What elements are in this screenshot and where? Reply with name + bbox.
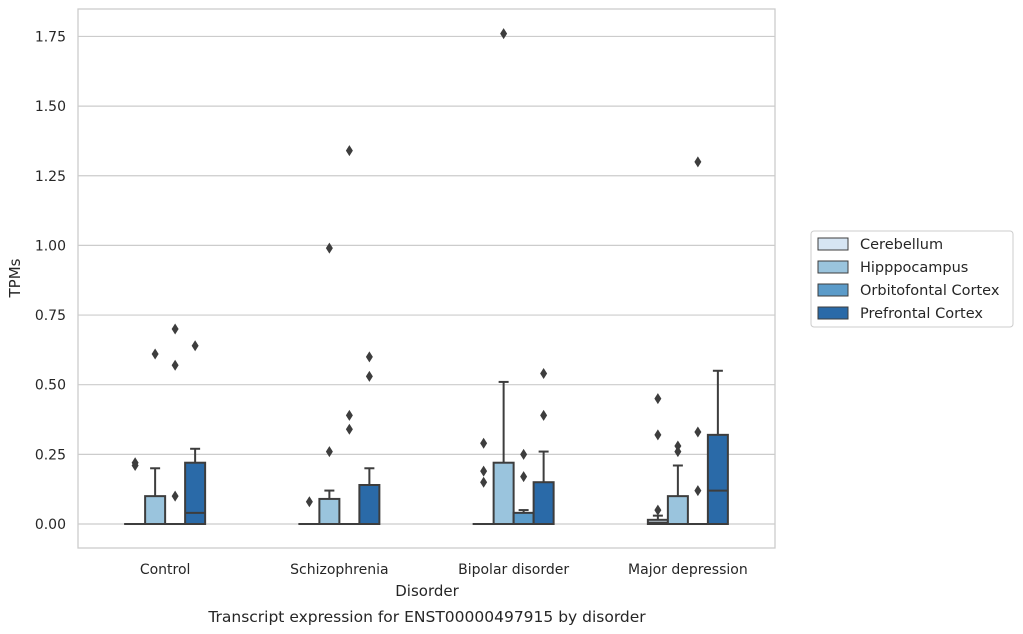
x-tick-label: Control xyxy=(140,562,191,578)
outlier-point xyxy=(654,429,662,441)
box-prefrontal-cortex xyxy=(358,351,381,526)
box-marks xyxy=(124,28,729,526)
outlier-point xyxy=(674,446,682,458)
box-cerebellum xyxy=(646,393,669,525)
y-tick-label: 1.25 xyxy=(35,169,66,185)
outlier-point xyxy=(171,323,179,335)
box-body xyxy=(706,433,729,525)
box-prefrontal-cortex xyxy=(184,340,207,526)
legend-swatch xyxy=(817,306,849,320)
outlier-point xyxy=(540,368,548,380)
outlier-point xyxy=(345,423,353,435)
gridlines xyxy=(78,35,775,525)
box-orbitofontal-cortex xyxy=(164,323,187,526)
y-tick-label: 0.50 xyxy=(35,378,66,394)
outlier-point xyxy=(131,459,139,471)
box-hipppocampus xyxy=(492,28,515,526)
outlier-point xyxy=(171,359,179,371)
outlier-point xyxy=(365,370,373,382)
outlier-point xyxy=(325,242,333,254)
outlier-point xyxy=(305,496,313,508)
legend-label: Cerebellum xyxy=(860,237,943,253)
box-body xyxy=(358,483,381,526)
box-hipppocampus xyxy=(318,242,341,525)
y-tick-label: 1.50 xyxy=(35,99,66,115)
box-cerebellum xyxy=(298,496,321,526)
box-orbitofontal-cortex xyxy=(338,145,361,526)
legend-swatch xyxy=(817,237,849,251)
y-tick-labels: 0.00 0.25 0.50 0.75 1.00 1.25 1.50 1.75 xyxy=(35,29,66,533)
outlier-point xyxy=(325,446,333,458)
y-tick-label: 0.25 xyxy=(35,447,66,463)
x-tick-label: Schizophrenia xyxy=(290,562,388,578)
outlier-point xyxy=(694,485,702,497)
legend-label: Prefrontal Cortex xyxy=(860,306,983,322)
y-tick-label: 0.00 xyxy=(35,517,66,533)
outlier-point xyxy=(694,156,702,168)
outlier-point xyxy=(520,471,528,483)
box-body xyxy=(666,495,689,526)
legend-label: Orbitofontal Cortex xyxy=(860,283,1000,299)
legend: Cerebellum Hipppocampus Orbitofontal Corte… xyxy=(810,230,1014,328)
outlier-point xyxy=(171,490,179,502)
outlier-point xyxy=(520,448,528,460)
box-orbitofontal-cortex xyxy=(686,156,709,526)
outlier-point xyxy=(151,348,159,360)
legend-label: Hipppocampus xyxy=(860,260,968,276)
outlier-point xyxy=(674,440,682,452)
outlier-point xyxy=(191,340,199,352)
y-tick-label: 0.75 xyxy=(35,308,66,324)
box-body xyxy=(532,481,555,525)
box-cerebellum xyxy=(124,457,147,526)
x-tick-labels: Control Schizophrenia Bipolar disorder Majo… xyxy=(140,562,748,578)
x-axis-title: Disorder xyxy=(395,582,459,600)
outlier-point xyxy=(540,409,548,421)
box-prefrontal-cortex xyxy=(532,368,555,525)
outlier-point xyxy=(480,465,488,477)
plot-area-frame xyxy=(77,8,776,549)
box-cerebellum xyxy=(472,437,495,526)
box-body xyxy=(184,461,207,526)
outlier-point xyxy=(365,351,373,363)
box-body xyxy=(318,497,341,525)
outlier-point xyxy=(694,426,702,438)
box-hipppocampus xyxy=(144,348,167,526)
outlier-point xyxy=(654,393,662,405)
box-body xyxy=(492,461,515,526)
box-prefrontal-cortex xyxy=(706,369,729,525)
outlier-point xyxy=(480,476,488,488)
y-tick-label: 1.00 xyxy=(35,238,66,254)
outlier-point xyxy=(480,437,488,449)
legend-swatch xyxy=(817,283,849,297)
legend-box xyxy=(810,230,1014,328)
y-axis-title: TPMs xyxy=(6,258,24,298)
box-body xyxy=(512,511,535,526)
outlier-point xyxy=(500,28,508,40)
x-tick-label: Bipolar disorder xyxy=(458,562,569,578)
box-orbitofontal-cortex xyxy=(512,448,535,526)
outlier-point xyxy=(345,145,353,157)
box-hipppocampus xyxy=(666,440,689,526)
box-body xyxy=(144,495,167,526)
outlier-point xyxy=(345,409,353,421)
legend-swatch xyxy=(817,260,849,274)
chart-caption: Transcript expression for ENST0000049791… xyxy=(207,608,646,626)
y-tick-label: 1.75 xyxy=(35,29,66,45)
x-tick-label: Major depression xyxy=(628,562,748,578)
outlier-point xyxy=(654,504,662,516)
